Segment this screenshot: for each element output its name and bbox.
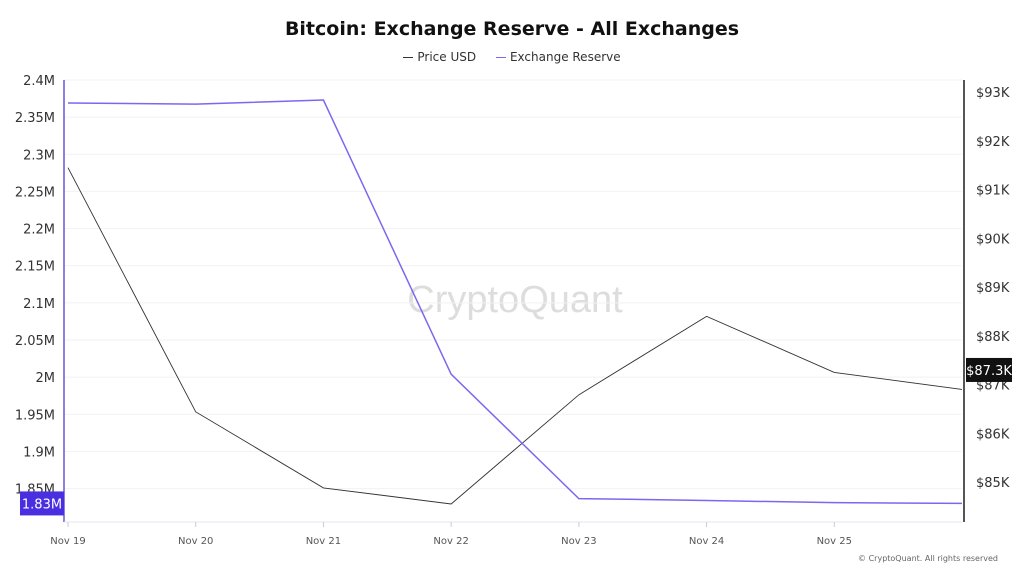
right-current-badge <box>966 357 1012 382</box>
left-tick-label: 2.05M <box>15 334 55 349</box>
copyright: © CryptoQuant. All rights reserved <box>858 554 998 563</box>
right-tick-label: $93K <box>976 86 1010 101</box>
right-tick-label: $91K <box>976 184 1010 199</box>
left-current-badge <box>20 491 64 516</box>
left-current-label: 1.83M <box>22 497 62 512</box>
legend-label: Price USD <box>417 50 477 64</box>
left-tick-label: 2.15M <box>15 260 55 275</box>
x-tick-label: Nov 22 <box>433 536 468 547</box>
x-tick-label: Nov 19 <box>50 536 85 547</box>
left-tick-label: 1.9M <box>23 445 55 460</box>
right-tick-label: $85K <box>976 476 1010 491</box>
legend-label: Exchange Reserve <box>509 50 621 64</box>
left-tick-label: 2.1M <box>23 297 55 312</box>
chart-title: Bitcoin: Exchange Reserve - All Exchange… <box>284 18 740 40</box>
right-tick-label: $90K <box>976 232 1010 247</box>
left-tick-label: 2.3M <box>23 148 55 163</box>
legend: Price USD Exchange Reserve <box>0 50 1024 64</box>
x-tick-label: Nov 25 <box>817 536 852 547</box>
right-tick-label: $87K <box>976 379 1010 394</box>
right-tick-label: $86K <box>976 427 1010 442</box>
x-tick-label: Nov 24 <box>689 536 724 547</box>
x-tick-label: Nov 21 <box>306 536 341 547</box>
legend-item-price[interactable]: Price USD <box>403 50 476 64</box>
right-tick-label: $89K <box>976 281 1010 296</box>
legend-swatch <box>403 57 414 58</box>
series-line-price-usd <box>67 167 963 505</box>
legend-swatch <box>495 57 506 58</box>
right-tick-label: $92K <box>976 135 1010 150</box>
series-line-exchange-reserve <box>67 99 963 505</box>
right-current-label: $87.3K <box>966 364 1012 379</box>
watermark: CryptoQuant <box>407 279 623 321</box>
left-tick-label: 1.95M <box>15 408 55 423</box>
x-tick-label: Nov 23 <box>561 536 596 547</box>
left-tick-label: 2.4M <box>23 74 55 89</box>
left-tick-label: 2.2M <box>23 223 55 238</box>
left-tick-label: 2M <box>36 371 56 386</box>
x-tick-label: Nov 20 <box>178 536 213 547</box>
legend-item-reserve[interactable]: Exchange Reserve <box>495 50 621 64</box>
left-tick-label: 2.35M <box>15 111 55 126</box>
left-tick-label: 2.25M <box>15 185 55 200</box>
right-tick-label: $88K <box>976 330 1010 345</box>
